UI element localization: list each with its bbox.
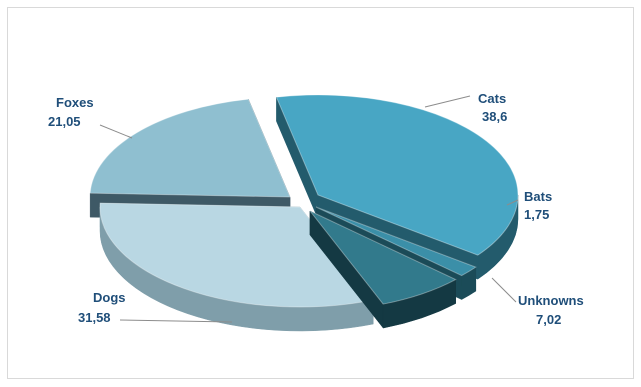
slice-top-face [275,94,519,256]
leader-line-bats [506,199,519,206]
label-foxes-name: Foxes [56,95,94,110]
slice-top-face [309,210,457,305]
leader-line-dogs [119,319,233,323]
label-unknowns-name: Unknowns [518,293,584,308]
slices-layer [89,94,519,332]
label-foxes-value: 21,05 [48,114,81,129]
slice-top-face [315,206,477,277]
label-cats-value: 38,6 [482,109,507,124]
label-bats-name: Bats [524,189,552,204]
slice-top-face [89,98,291,198]
label-unknowns-value: 7,02 [536,312,561,327]
label-cats-name: Cats [478,91,506,106]
leader-line-unknowns [491,277,517,303]
slice-top-face [99,202,375,308]
leader-line-foxes [99,124,133,139]
slice-foxes [89,98,291,222]
leader-line-cats [424,95,471,108]
label-dogs-name: Dogs [93,290,126,305]
label-bats-value: 1,75 [524,207,549,222]
slice-unknowns [309,210,457,329]
label-dogs-value: 31,58 [78,310,111,325]
